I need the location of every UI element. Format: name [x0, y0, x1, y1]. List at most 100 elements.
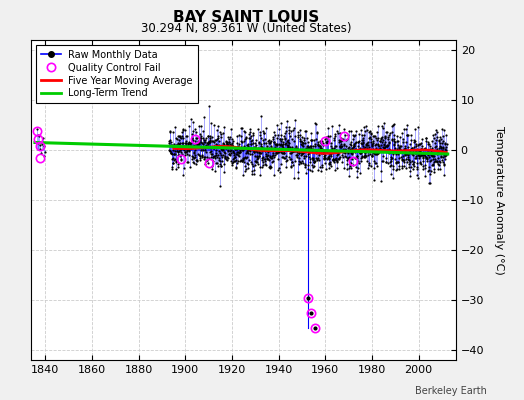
- Point: [211, 155, 220, 161]
- Point: [276, 161, 285, 167]
- Point: [197, 123, 205, 129]
- Point: [214, 152, 222, 158]
- Point: [350, 143, 358, 150]
- Point: [208, 166, 216, 172]
- Point: [319, 149, 327, 156]
- Point: [206, 134, 214, 141]
- Point: [326, 161, 335, 168]
- Point: [216, 150, 224, 156]
- Point: [397, 148, 406, 155]
- Point: [184, 152, 193, 158]
- Point: [194, 151, 203, 157]
- Point: [426, 158, 434, 164]
- Point: [296, 158, 304, 165]
- Point: [180, 146, 189, 152]
- Point: [290, 133, 299, 139]
- Point: [180, 142, 188, 149]
- Point: [189, 119, 198, 126]
- Point: [177, 157, 185, 163]
- Point: [239, 147, 247, 154]
- Point: [410, 163, 419, 169]
- Point: [254, 147, 262, 153]
- Point: [247, 141, 255, 148]
- Point: [237, 147, 246, 153]
- Point: [398, 164, 406, 171]
- Point: [184, 148, 193, 154]
- Point: [186, 144, 194, 150]
- Point: [319, 139, 328, 146]
- Point: [266, 154, 274, 160]
- Point: [192, 157, 200, 163]
- Point: [320, 149, 328, 155]
- Point: [261, 161, 270, 168]
- Point: [180, 165, 189, 172]
- Point: [392, 146, 401, 152]
- Point: [282, 137, 291, 144]
- Point: [376, 147, 385, 153]
- Point: [201, 154, 210, 160]
- Point: [179, 144, 187, 150]
- Point: [211, 144, 219, 150]
- Point: [416, 160, 424, 166]
- Point: [343, 160, 351, 167]
- Point: [376, 145, 384, 152]
- Point: [403, 144, 412, 150]
- Point: [337, 137, 345, 143]
- Point: [297, 149, 305, 155]
- Point: [347, 156, 356, 162]
- Point: [322, 138, 330, 145]
- Point: [203, 157, 212, 164]
- Point: [359, 140, 367, 146]
- Point: [240, 158, 248, 165]
- Point: [302, 153, 311, 160]
- Point: [401, 152, 409, 158]
- Point: [370, 165, 378, 171]
- Point: [303, 148, 312, 154]
- Point: [298, 141, 306, 148]
- Point: [382, 143, 390, 150]
- Point: [191, 152, 200, 158]
- Point: [379, 144, 387, 150]
- Point: [302, 148, 310, 154]
- Point: [228, 158, 237, 165]
- Point: [250, 149, 259, 155]
- Point: [258, 164, 266, 171]
- Point: [193, 138, 202, 144]
- Point: [352, 164, 360, 170]
- Point: [356, 170, 364, 176]
- Point: [231, 146, 239, 152]
- Point: [174, 148, 183, 154]
- Point: [172, 166, 180, 172]
- Point: [381, 133, 389, 140]
- Point: [224, 134, 232, 140]
- Point: [344, 150, 352, 156]
- Point: [394, 159, 402, 165]
- Point: [255, 140, 263, 147]
- Point: [397, 143, 405, 149]
- Point: [355, 147, 363, 154]
- Point: [203, 143, 211, 149]
- Point: [286, 146, 294, 152]
- Point: [167, 139, 175, 146]
- Point: [323, 125, 332, 131]
- Point: [176, 134, 184, 140]
- Point: [247, 133, 255, 140]
- Point: [228, 142, 236, 148]
- Point: [285, 130, 293, 136]
- Point: [328, 123, 336, 130]
- Point: [292, 152, 301, 158]
- Point: [390, 138, 399, 144]
- Point: [279, 150, 287, 156]
- Point: [247, 140, 256, 147]
- Point: [396, 134, 405, 140]
- Point: [372, 151, 380, 158]
- Point: [323, 156, 331, 162]
- Point: [271, 146, 279, 153]
- Point: [258, 157, 266, 164]
- Point: [313, 129, 322, 136]
- Point: [271, 144, 279, 150]
- Point: [392, 160, 401, 166]
- Point: [416, 159, 424, 165]
- Point: [284, 142, 292, 148]
- Point: [425, 171, 434, 178]
